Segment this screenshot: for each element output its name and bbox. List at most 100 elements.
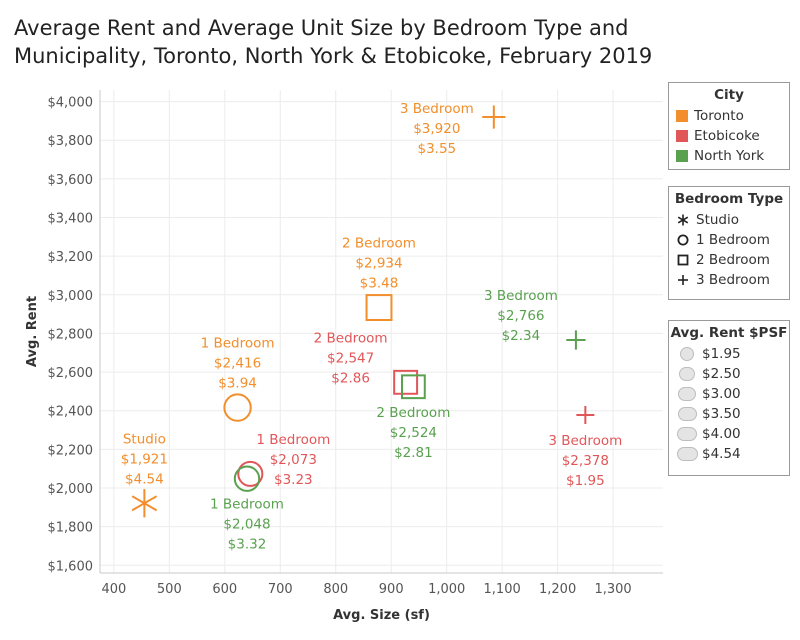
legend-item-toronto[interactable]: Toronto [669,106,789,126]
legend-item-psf[interactable]: $2.50 [669,364,789,384]
size-bubble-icon [680,347,694,361]
legend-item-psf[interactable]: $3.00 [669,384,789,404]
psf-legend-title: Avg. Rent $PSF [670,325,788,341]
legend-item-etobicoke[interactable]: Etobicoke [669,126,789,146]
data-label: $3,920 [413,121,460,137]
legend-label: 3 Bedroom [696,272,770,288]
data-label: 2 Bedroom [314,330,388,346]
x-tick-label: 1,000 [428,582,465,597]
size-bubble-icon [677,427,697,441]
etobicoke-2-bedroom-marker [393,369,419,395]
legend-item-3-bedroom[interactable]: 3 Bedroom [669,270,789,290]
data-label: $1.95 [566,473,605,489]
x-tick-label: 1,100 [484,582,521,597]
city-legend-title: City [714,87,744,103]
data-label: $2,416 [214,356,261,372]
y-tick-label: $2,400 [48,405,94,420]
legend-item-psf[interactable]: $4.54 [669,444,789,464]
y-tick-label: $1,800 [48,521,94,536]
y-tick-label: $3,200 [48,250,94,265]
legend-label: $1.95 [702,346,741,362]
legend-label: Studio [696,212,739,228]
x-tick-label: 900 [379,582,404,597]
data-label: $2.81 [394,445,433,461]
y-tick-label: $1,600 [48,559,94,574]
data-label: $2,766 [497,308,544,324]
legend-label: 2 Bedroom [696,252,770,268]
data-label: $3.48 [360,276,399,292]
chart-title: Average Rent and Average Unit Size by Be… [14,16,653,68]
y-tick-label: $3,400 [48,212,94,227]
legend-item-studio[interactable]: Studio [669,210,789,230]
data-label: $1,921 [121,451,168,467]
legend-item-psf[interactable]: $3.50 [669,404,789,424]
legend-label: $2.50 [702,366,741,382]
legend-label: Toronto [694,108,744,124]
bedroom-type-legend: Bedroom Type Studio 1 Bedroom 2 Bedroom … [668,186,790,300]
x-axis-title: Avg. Size (sf) [333,608,430,623]
bedroom-legend-title: Bedroom Type [674,191,784,207]
y-tick-label: $3,000 [48,289,94,304]
legend-label: $4.54 [702,446,741,462]
data-label: $2,048 [223,517,270,533]
legend-label: $3.00 [702,386,741,402]
x-tick-label: 700 [268,582,293,597]
y-tick-label: $2,600 [48,366,94,381]
data-label: $4.54 [125,471,164,487]
north-york-2-bedroom-marker [401,374,426,400]
legend-label: North York [694,148,765,164]
data-label: $3.32 [228,537,267,553]
data-label: 1 Bedroom [256,432,330,448]
data-label: $2,547 [327,350,374,366]
toronto-1-bedroom-marker [223,393,252,422]
y-axis-title: Avg. Rent [25,296,40,367]
north-york-1-bedroom-marker [233,465,261,492]
y-tick-label: $2,200 [48,443,94,458]
x-tick-label: 400 [101,582,126,597]
size-bubble-icon [677,407,697,421]
data-label: $2,934 [355,256,402,272]
data-label: 1 Bedroom [201,336,275,352]
y-tick-label: $3,800 [48,134,94,149]
size-bubble-icon [678,387,696,401]
data-label: $2.34 [502,328,541,344]
data-label: 3 Bedroom [400,101,474,117]
etobicoke-3-bedroom-marker [576,405,595,424]
etobicoke-swatch [676,130,688,142]
x-tick-label: 1,200 [539,582,576,597]
legend-label: $4.00 [702,426,741,442]
city-legend: City Toronto Etobicoke North York [668,82,790,170]
legend-item-north-york[interactable]: North York [669,146,789,166]
toronto-studio-marker [131,489,158,518]
size-bubble-icon [679,367,695,381]
legend-item-1-bedroom[interactable]: 1 Bedroom [669,230,789,250]
data-label: $2.86 [331,370,370,386]
rent-psf-legend: Avg. Rent $PSF $1.95 $2.50 $3.00 $3.50 $… [668,320,790,476]
y-tick-label: $2,000 [48,482,94,497]
data-label: $3.23 [274,472,313,488]
x-tick-label: 1,300 [594,582,631,597]
data-label: 1 Bedroom [210,497,284,513]
legend-label: Etobicoke [694,128,760,144]
x-tick-label: 800 [323,582,348,597]
plus-icon [676,273,690,287]
toronto-swatch [676,110,688,122]
legend-label: 1 Bedroom [696,232,770,248]
legend-item-psf[interactable]: $1.95 [669,344,789,364]
legend-label: $3.50 [702,406,741,422]
data-label: 2 Bedroom [376,405,450,421]
toronto-2-bedroom-marker [365,294,393,321]
y-tick-label: $4,000 [48,96,94,111]
y-tick-label: $2,800 [48,327,94,342]
x-tick-label: 600 [212,582,237,597]
toronto-3-bedroom-marker [482,105,506,129]
legend-item-2-bedroom[interactable]: 2 Bedroom [669,250,789,270]
legend-item-psf[interactable]: $4.00 [669,424,789,444]
data-label: $3.55 [417,141,456,157]
data-label: $2,378 [562,453,609,469]
data-label: $3.94 [218,376,257,392]
data-label: 3 Bedroom [548,433,622,449]
data-label: $2,073 [270,452,317,468]
data-label: Studio [123,431,166,447]
